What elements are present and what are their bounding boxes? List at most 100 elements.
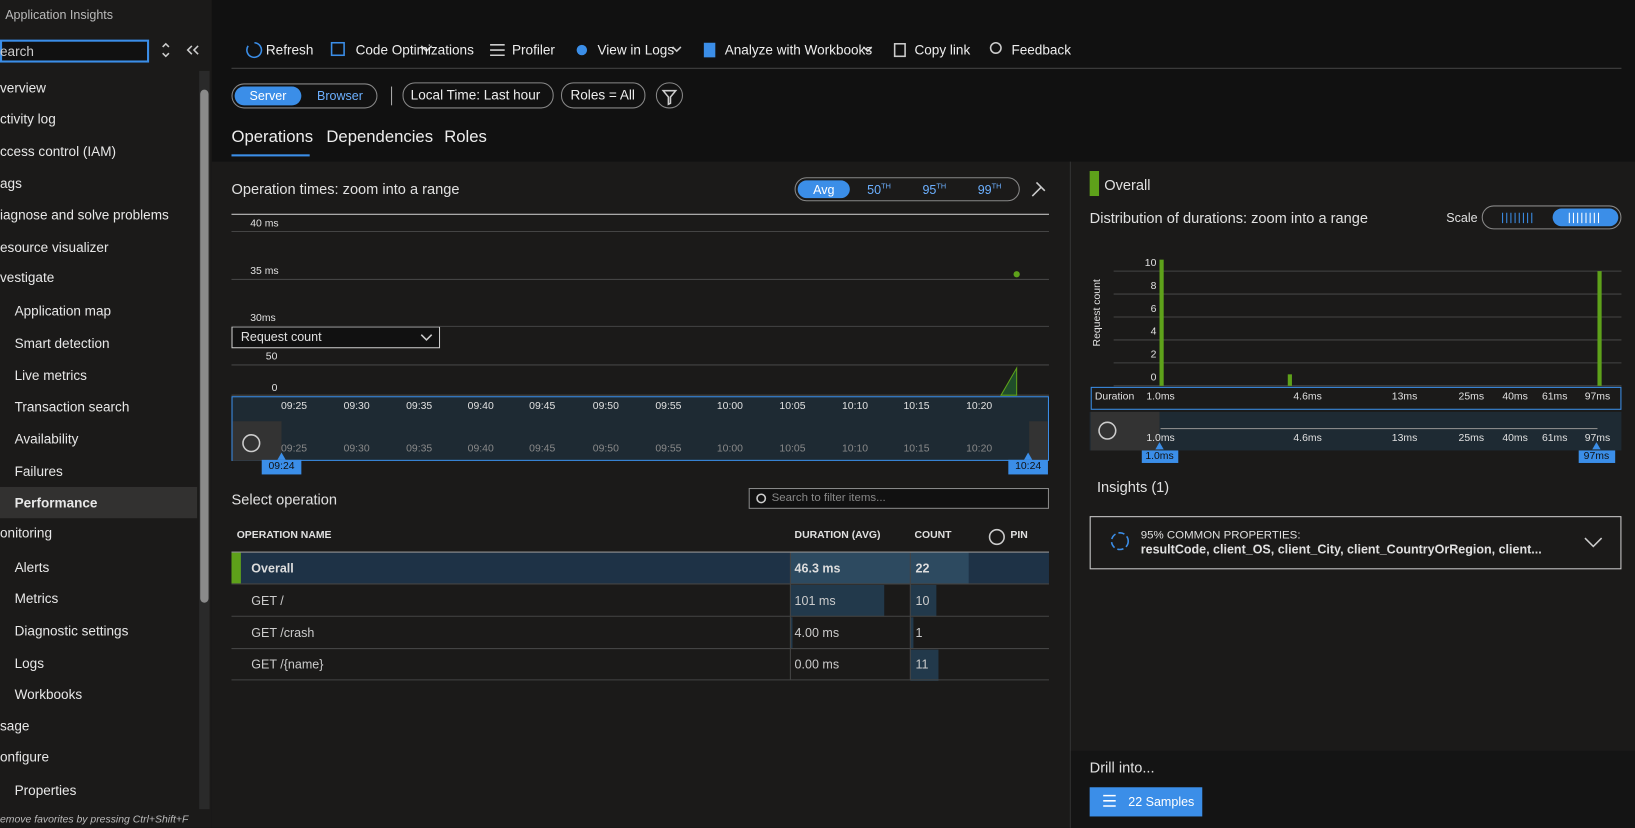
tab[interactable]: Operations	[231, 128, 314, 146]
nav-item[interactable]: Transaction search	[14, 398, 130, 415]
nav-item[interactable]: vestigate	[0, 269, 55, 286]
x-tick-label: 09:35	[406, 400, 433, 412]
nav-item[interactable]: ccess control (IAM)	[0, 143, 117, 160]
metric-label[interactable]: Request count	[240, 329, 322, 345]
x-tick-label: 40ms	[1502, 391, 1528, 403]
x-tick-label: 09:25	[280, 400, 308, 412]
server-browser-toggle[interactable]	[231, 83, 378, 109]
toolbar-button[interactable]: View in Logs	[597, 42, 675, 58]
x-tick-label: 10:10	[841, 400, 869, 412]
percentile-option[interactable]: 95TH	[922, 182, 947, 198]
favorites-hint: emove favorites by pressing Ctrl+Shift+F	[0, 814, 189, 826]
time-filter[interactable]	[402, 82, 554, 109]
roles-filter[interactable]	[560, 82, 646, 109]
count-tick-label: 50	[265, 351, 278, 363]
table-cell[interactable]: 1	[915, 625, 923, 641]
insight-card[interactable]	[1089, 516, 1622, 570]
operation-search[interactable]	[748, 487, 1049, 509]
column-header[interactable]: PIN	[1010, 529, 1028, 542]
nav-item[interactable]: Workbooks	[14, 686, 83, 703]
table-cell[interactable]: GET /crash	[251, 625, 315, 641]
table-cell[interactable]: 101 ms	[794, 593, 836, 608]
percentile-option[interactable]: 50TH	[867, 182, 891, 198]
nav-item[interactable]: verview	[0, 79, 46, 96]
brush-tick-label: 61ms	[1541, 432, 1568, 445]
brush-tick-label: 1.0ms	[1146, 432, 1175, 445]
insight-heading: 95% COMMON PROPERTIES:	[1140, 529, 1301, 542]
toolbar-button[interactable]: Code Optimizations	[355, 42, 474, 58]
superscript: TH	[936, 183, 947, 191]
samples-button-label[interactable]: 22 Samples	[1128, 794, 1195, 810]
percentile-option[interactable]: Avg	[813, 182, 835, 198]
percentile-toggle[interactable]	[794, 177, 1020, 202]
table-cell[interactable]: 22	[915, 560, 930, 576]
samples-button[interactable]	[1089, 787, 1203, 817]
time-brush[interactable]	[231, 396, 1049, 461]
nav-item[interactable]: esource visualizer	[0, 239, 109, 255]
add-filter[interactable]	[655, 82, 683, 109]
percentile-option[interactable]: 99TH	[977, 182, 1002, 198]
tab-underline	[231, 154, 310, 157]
nav-item[interactable]: Failures	[14, 463, 63, 480]
table-cell[interactable]: 10	[915, 593, 930, 608]
roles-filter-label[interactable]: Roles = All	[570, 87, 635, 103]
nav-item[interactable]: onfigure	[0, 749, 49, 765]
nav-item[interactable]: onitoring	[0, 525, 53, 541]
column-header[interactable]: DURATION (AVG)	[794, 529, 881, 542]
duration-brush[interactable]	[1089, 411, 1622, 451]
table-cell[interactable]: 11	[915, 656, 929, 672]
nav-item[interactable]: Metrics	[14, 590, 59, 607]
column-header[interactable]: OPERATION NAME	[236, 529, 332, 542]
x-tick-label: 09:55	[655, 400, 682, 412]
nav-item[interactable]: Performance	[14, 494, 98, 511]
column-header[interactable]: COUNT	[914, 529, 952, 542]
scrollbar-thumb[interactable]	[200, 89, 209, 603]
nav-item[interactable]: Logs	[14, 655, 45, 671]
duration-brush-reset[interactable]	[1090, 411, 1160, 451]
insight-text: resultCode, client_OS, client_City, clie…	[1140, 542, 1542, 557]
brush-tick-label: 10:15	[903, 443, 930, 455]
tab[interactable]: Dependencies	[326, 128, 434, 146]
brush-tick-label: 09:30	[343, 443, 370, 455]
nav-item[interactable]: Application map	[14, 302, 112, 319]
toolbar-button[interactable]: Profiler	[511, 42, 555, 58]
overall-label: Overall	[1104, 176, 1151, 193]
nav-item[interactable]: ags	[0, 175, 22, 192]
brush-reset[interactable]	[232, 421, 282, 461]
table-cell[interactable]: GET /{name}	[251, 656, 324, 672]
x-tick-label: 10:20	[966, 400, 993, 412]
table-cell[interactable]: 46.3 ms	[794, 560, 841, 576]
percentile-active	[797, 180, 850, 199]
nav-item[interactable]: Properties	[14, 782, 77, 799]
nav-item[interactable]: ctivity log	[0, 111, 56, 127]
time-filter-label[interactable]: Local Time: Last hour	[410, 87, 541, 103]
search-box[interactable]	[0, 39, 150, 63]
nav-item[interactable]: Availability	[14, 431, 79, 447]
server-option[interactable]: Server	[249, 88, 287, 104]
x-tick-label: 1.0ms	[1146, 391, 1175, 403]
toolbar-button[interactable]: Analyze with Workbooks	[724, 42, 873, 58]
table-cell[interactable]: GET /	[251, 593, 284, 608]
x-axis-label: Duration	[1094, 391, 1135, 403]
range-start: 1.0ms	[1145, 450, 1174, 462]
nav-item[interactable]: iagnose and solve problems	[0, 206, 169, 223]
browser-option[interactable]: Browser	[316, 88, 363, 104]
scale-toggle[interactable]	[1481, 205, 1622, 230]
brush-tick-label: 09:40	[467, 443, 494, 455]
toolbar-button[interactable]: Copy link	[914, 42, 971, 58]
nav-item[interactable]: Live metrics	[14, 367, 87, 384]
x-tick-label: 4.6ms	[1293, 391, 1322, 403]
nav-item[interactable]: Smart detection	[14, 335, 110, 351]
y-tick-label: 0	[1150, 372, 1157, 384]
toolbar-button[interactable]: Feedback	[1011, 42, 1071, 58]
toolbar-button[interactable]: Refresh	[265, 42, 314, 58]
insights-title: Insights (1)	[1096, 478, 1170, 496]
nav-item[interactable]: Diagnostic settings	[14, 623, 129, 639]
table-cell[interactable]: 4.00 ms	[794, 625, 840, 641]
nav-item[interactable]: sage	[0, 717, 30, 734]
table-cell[interactable]: 0.00 ms	[794, 656, 840, 672]
tab[interactable]: Roles	[444, 128, 487, 146]
nav-item[interactable]: Alerts	[14, 559, 50, 576]
chart-title: Distribution of durations: zoom into a r…	[1089, 209, 1368, 227]
table-cell[interactable]: Overall	[251, 560, 294, 576]
